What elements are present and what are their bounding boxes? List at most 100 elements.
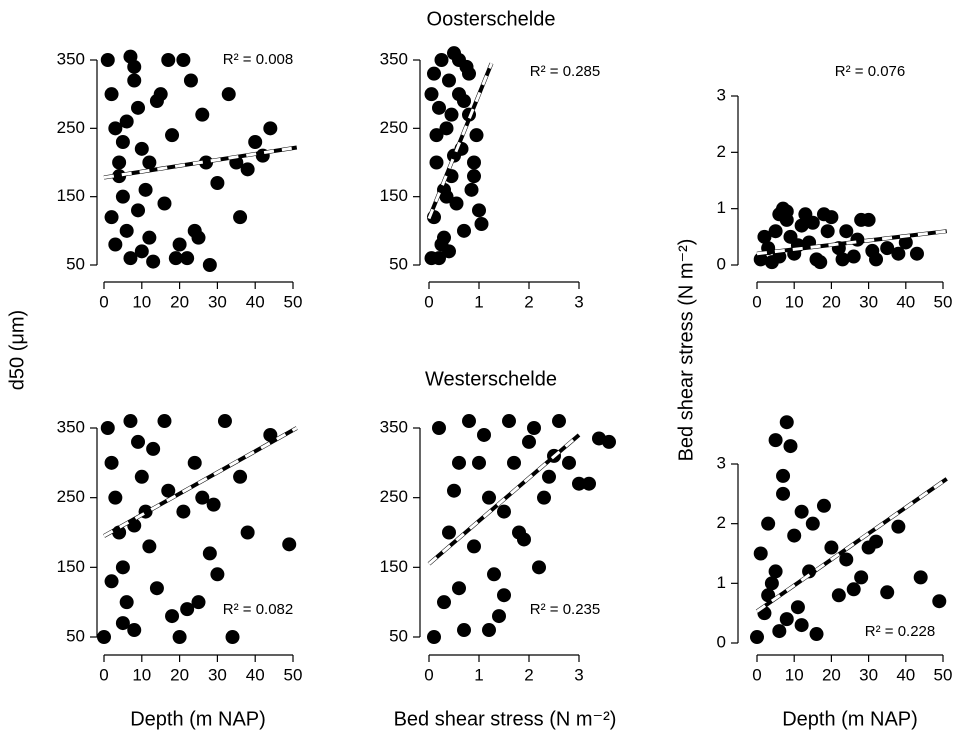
panel-title: Westerschelde bbox=[425, 368, 557, 390]
point bbox=[123, 414, 138, 429]
point bbox=[248, 135, 263, 149]
r-squared: R² = 0.235 bbox=[530, 601, 600, 618]
point bbox=[835, 252, 850, 267]
point bbox=[104, 574, 119, 589]
point bbox=[187, 455, 202, 470]
point bbox=[115, 135, 130, 149]
point bbox=[582, 476, 596, 491]
point bbox=[932, 594, 947, 609]
point bbox=[753, 546, 768, 561]
x-tick-label: 20 bbox=[170, 292, 189, 311]
x-tick-label: 0 bbox=[752, 292, 761, 311]
y-tick-label: 1 bbox=[717, 198, 726, 217]
point bbox=[772, 624, 787, 639]
point bbox=[891, 519, 906, 534]
point bbox=[427, 66, 441, 81]
point bbox=[492, 609, 506, 624]
point bbox=[127, 623, 142, 638]
point bbox=[233, 210, 248, 225]
point bbox=[457, 623, 471, 638]
x-tick-label: 30 bbox=[208, 665, 227, 684]
point bbox=[757, 229, 772, 244]
point bbox=[157, 414, 172, 429]
point bbox=[527, 421, 541, 435]
point bbox=[452, 455, 466, 470]
point bbox=[108, 237, 123, 252]
point bbox=[131, 434, 146, 449]
point bbox=[97, 630, 111, 644]
x-tick-label: 50 bbox=[284, 665, 303, 684]
point bbox=[865, 243, 880, 258]
point bbox=[180, 602, 195, 617]
point bbox=[104, 455, 119, 470]
point bbox=[462, 66, 476, 81]
point bbox=[172, 237, 187, 252]
point bbox=[482, 623, 496, 638]
point bbox=[115, 560, 130, 575]
point bbox=[462, 414, 476, 429]
point bbox=[562, 455, 576, 470]
panel: 0 10 20 30 40 50 0 1 2 3 R² = 0.076 Bed shear stres… bbox=[675, 63, 952, 461]
point bbox=[552, 414, 566, 429]
point bbox=[115, 189, 130, 204]
point bbox=[452, 53, 466, 67]
y-tick-label: 2 bbox=[717, 142, 726, 161]
point bbox=[824, 540, 839, 555]
point bbox=[149, 94, 164, 108]
panel: 0 10 20 30 40 50 0 1 2 3 R² = 0.228 Depth (m NAP) bbox=[717, 415, 953, 730]
point bbox=[854, 570, 869, 585]
point bbox=[142, 155, 157, 170]
point bbox=[134, 141, 149, 156]
point bbox=[846, 582, 861, 597]
y-tick-label: 50 bbox=[389, 254, 408, 273]
point bbox=[119, 223, 134, 238]
point bbox=[794, 618, 809, 633]
x-tick-label: 50 bbox=[934, 665, 953, 684]
point bbox=[240, 525, 255, 540]
y-tick-label: 50 bbox=[389, 626, 408, 645]
point bbox=[467, 155, 481, 170]
x-tick-label: 0 bbox=[752, 665, 761, 684]
y-tick-label: 150 bbox=[380, 557, 408, 576]
y-tick-label: 150 bbox=[380, 186, 408, 205]
point bbox=[846, 249, 861, 264]
point bbox=[779, 204, 794, 219]
point bbox=[176, 53, 191, 67]
point bbox=[776, 468, 791, 483]
point bbox=[134, 244, 149, 259]
point bbox=[474, 217, 489, 231]
x-tick-label: 3 bbox=[574, 292, 583, 311]
r-squared: R² = 0.008 bbox=[223, 51, 293, 68]
point bbox=[831, 588, 846, 603]
point bbox=[217, 414, 232, 429]
point bbox=[168, 251, 183, 266]
point bbox=[794, 218, 809, 233]
point bbox=[263, 121, 278, 136]
point bbox=[464, 182, 479, 197]
x-tick-label: 2 bbox=[524, 665, 533, 684]
point bbox=[449, 196, 464, 211]
point bbox=[783, 439, 798, 454]
point bbox=[764, 576, 779, 591]
point bbox=[517, 532, 531, 547]
point bbox=[542, 469, 556, 484]
point bbox=[502, 414, 516, 429]
point bbox=[497, 588, 511, 603]
trend-line-dash bbox=[103, 426, 298, 538]
point bbox=[779, 612, 794, 627]
point bbox=[457, 94, 471, 108]
y-tick-label: 350 bbox=[57, 417, 85, 436]
point bbox=[805, 516, 820, 531]
point bbox=[202, 546, 217, 561]
x-tick-label: 50 bbox=[284, 292, 303, 311]
r-squared: R² = 0.082 bbox=[223, 601, 293, 618]
x-tick-label: 40 bbox=[896, 292, 915, 311]
y-tick-label: 250 bbox=[380, 118, 408, 137]
trend-line-dash bbox=[103, 145, 298, 180]
point bbox=[195, 490, 210, 505]
x-tick-label: 0 bbox=[424, 665, 433, 684]
point bbox=[507, 455, 521, 470]
point bbox=[104, 210, 119, 225]
